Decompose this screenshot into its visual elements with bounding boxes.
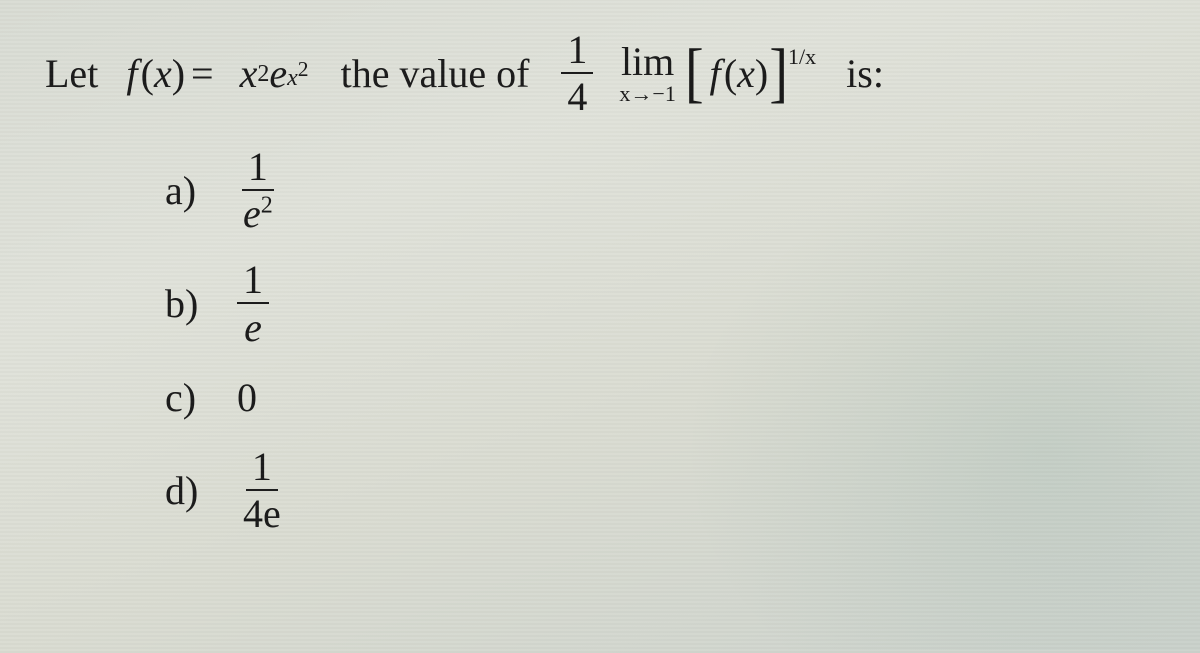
outer-exponent: 1/x: [788, 45, 816, 69]
lim-subscript: x→−1: [619, 83, 675, 105]
question-line: Let f (x) = x 2 e x2 the value of 1 4 li…: [45, 30, 1155, 117]
option-b-den: e: [238, 304, 268, 347]
right-bracket: ]: [768, 47, 789, 101]
option-a-den: e2: [237, 191, 279, 234]
option-c-label: c): [165, 374, 215, 421]
option-a-value: 1 e2: [237, 147, 279, 234]
rhs-expression: x 2 e x2: [240, 52, 309, 96]
option-b-num: 1: [237, 260, 269, 304]
x-base: x: [240, 52, 258, 96]
e-base: e: [269, 52, 287, 96]
fx-equals: f (x) =: [126, 52, 213, 96]
limit: lim x→−1: [619, 42, 675, 105]
option-b: b) 1 e: [165, 260, 1155, 347]
the-value-of-text: the value of: [341, 52, 530, 96]
bracket-inner: f (x): [705, 52, 769, 96]
option-c: c) 0: [165, 374, 1155, 421]
option-b-label: b): [165, 280, 215, 327]
option-d-label: d): [165, 467, 215, 514]
coefficient-fraction: 1 4: [561, 30, 593, 117]
option-a: a) 1 e2: [165, 147, 1155, 234]
option-d-value: 1 4e: [237, 447, 287, 534]
coef-den: 4: [561, 74, 593, 117]
bracket-expression: [ f (x) ] 1/x: [684, 51, 816, 96]
option-a-label: a): [165, 167, 215, 214]
is-text: is:: [846, 52, 884, 96]
left-bracket: [: [684, 47, 705, 101]
option-d: d) 1 4e: [165, 447, 1155, 534]
option-b-value: 1 e: [237, 260, 269, 347]
e-exponent: x2: [287, 69, 308, 78]
option-d-num: 1: [246, 447, 278, 491]
option-c-value: 0: [237, 374, 257, 421]
lim-word: lim: [621, 42, 674, 82]
let-text: Let: [45, 52, 98, 96]
option-d-den: 4e: [237, 491, 287, 534]
coef-num: 1: [561, 30, 593, 74]
options-list: a) 1 e2 b) 1 e c) 0 d) 1 4e: [45, 147, 1155, 534]
option-a-num: 1: [242, 147, 274, 191]
